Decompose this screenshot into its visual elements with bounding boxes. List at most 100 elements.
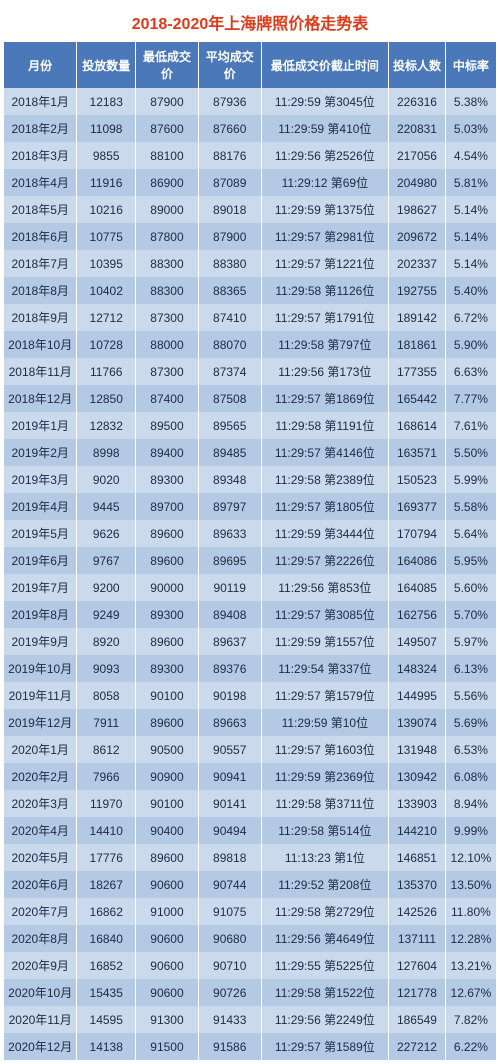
table-row: 2018年12月12850874008750811:29:57 第1869位16… <box>4 385 496 412</box>
table-cell: 9767 <box>77 547 136 574</box>
table-row: 2018年6月10775878008790011:29:57 第2981位209… <box>4 223 496 250</box>
table-cell: 11:29:58 第2389位 <box>261 466 389 493</box>
table-cell: 11:29:57 第3085位 <box>261 601 389 628</box>
table-cell: 88100 <box>136 142 199 169</box>
table-cell: 7.77% <box>445 385 496 412</box>
table-cell: 14595 <box>77 1006 136 1033</box>
table-cell: 5.58% <box>445 493 496 520</box>
table-cell: 2018年9月 <box>4 304 77 331</box>
table-cell: 5.60% <box>445 574 496 601</box>
table-cell: 169377 <box>389 493 446 520</box>
table-cell: 89300 <box>136 466 199 493</box>
table-cell: 87900 <box>198 223 261 250</box>
table-cell: 90198 <box>198 682 261 709</box>
table-cell: 2018年12月 <box>4 385 77 412</box>
table-cell: 8612 <box>77 736 136 763</box>
table-cell: 11:29:58 第1522位 <box>261 979 389 1006</box>
table-cell: 88070 <box>198 331 261 358</box>
table-cell: 11:29:59 第3045位 <box>261 88 389 115</box>
table-cell: 11:29:56 第2526位 <box>261 142 389 169</box>
table-cell: 89663 <box>198 709 261 736</box>
table-cell: 2019年10月 <box>4 655 77 682</box>
table-cell: 2020年9月 <box>4 952 77 979</box>
table-cell: 90100 <box>136 682 199 709</box>
table-cell: 11:29:57 第1869位 <box>261 385 389 412</box>
table-cell: 6.72% <box>445 304 496 331</box>
table-cell: 2019年5月 <box>4 520 77 547</box>
table-cell: 12850 <box>77 385 136 412</box>
table-cell: 9093 <box>77 655 136 682</box>
table-cell: 130942 <box>389 763 446 790</box>
table-row: 2020年11月14595913009143311:29:56 第2249位18… <box>4 1006 496 1033</box>
table-cell: 11:29:58 第1191位 <box>261 412 389 439</box>
table-cell: 2018年6月 <box>4 223 77 250</box>
table-cell: 11:29:57 第2981位 <box>261 223 389 250</box>
table-row: 2018年10月10728880008807011:29:58 第797位181… <box>4 331 496 358</box>
table-cell: 12183 <box>77 88 136 115</box>
table-cell: 11:29:59 第3444位 <box>261 520 389 547</box>
table-cell: 198627 <box>389 196 446 223</box>
table-row: 2020年12月14138915009158611:29:57 第1589位22… <box>4 1033 496 1060</box>
table-cell: 11:29:59 第1557位 <box>261 628 389 655</box>
table-cell: 2019年1月 <box>4 412 77 439</box>
table-cell: 90500 <box>136 736 199 763</box>
table-cell: 164085 <box>389 574 446 601</box>
table-cell: 89000 <box>136 196 199 223</box>
table-cell: 2018年1月 <box>4 88 77 115</box>
table-cell: 91433 <box>198 1006 261 1033</box>
table-row: 2020年9月16852906009071011:29:55 第5225位127… <box>4 952 496 979</box>
table-cell: 11:29:58 第2729位 <box>261 898 389 925</box>
table-cell: 90900 <box>136 763 199 790</box>
table-cell: 88380 <box>198 250 261 277</box>
table-cell: 14138 <box>77 1033 136 1060</box>
table-cell: 89600 <box>136 520 199 547</box>
column-header: 最低成交价截止时间 <box>261 42 389 88</box>
table-cell: 2020年10月 <box>4 979 77 1006</box>
table-cell: 9.99% <box>445 817 496 844</box>
table-cell: 11:29:57 第1589位 <box>261 1033 389 1060</box>
table-cell: 88300 <box>136 250 199 277</box>
table-cell: 164086 <box>389 547 446 574</box>
table-cell: 12712 <box>77 304 136 331</box>
table-cell: 227212 <box>389 1033 446 1060</box>
table-cell: 11:29:56 第4649位 <box>261 925 389 952</box>
table-cell: 6.53% <box>445 736 496 763</box>
table-cell: 2020年5月 <box>4 844 77 871</box>
table-cell: 131948 <box>389 736 446 763</box>
table-cell: 17776 <box>77 844 136 871</box>
table-cell: 177355 <box>389 358 446 385</box>
table-row: 2019年1月12832895008956511:29:58 第1191位168… <box>4 412 496 439</box>
table-cell: 5.69% <box>445 709 496 736</box>
table-cell: 14410 <box>77 817 136 844</box>
table-cell: 89400 <box>136 439 199 466</box>
table-cell: 2018年5月 <box>4 196 77 223</box>
table-cell: 6.63% <box>445 358 496 385</box>
table-cell: 12.67% <box>445 979 496 1006</box>
table-row: 2019年6月9767896008969511:29:57 第2226位1640… <box>4 547 496 574</box>
table-cell: 163571 <box>389 439 446 466</box>
table-cell: 121778 <box>389 979 446 1006</box>
table-cell: 89376 <box>198 655 261 682</box>
table-row: 2019年2月8998894008948511:29:57 第4146位1635… <box>4 439 496 466</box>
table-cell: 89818 <box>198 844 261 871</box>
table-row: 2018年3月9855881008817611:29:56 第2526位2170… <box>4 142 496 169</box>
table-row: 2018年1月12183879008793611:29:59 第3045位226… <box>4 88 496 115</box>
table-cell: 89695 <box>198 547 261 574</box>
table-cell: 7.82% <box>445 1006 496 1033</box>
table-cell: 89600 <box>136 547 199 574</box>
table-cell: 2018年4月 <box>4 169 77 196</box>
table-cell: 9626 <box>77 520 136 547</box>
table-row: 2020年5月17776896008981811:13:23 第1位146851… <box>4 844 496 871</box>
table-row: 2019年4月9445897008979711:29:57 第1805位1693… <box>4 493 496 520</box>
table-row: 2020年8月16840906009068011:29:56 第4649位137… <box>4 925 496 952</box>
table-cell: 168614 <box>389 412 446 439</box>
table-cell: 11:29:58 第514位 <box>261 817 389 844</box>
table-cell: 146851 <box>389 844 446 871</box>
table-cell: 127604 <box>389 952 446 979</box>
table-row: 2020年4月14410904009049411:29:58 第514位1442… <box>4 817 496 844</box>
table-cell: 90000 <box>136 574 199 601</box>
table-cell: 8998 <box>77 439 136 466</box>
table-cell: 89600 <box>136 844 199 871</box>
column-header: 平均成交价 <box>198 42 261 88</box>
table-cell: 11:29:57 第1579位 <box>261 682 389 709</box>
